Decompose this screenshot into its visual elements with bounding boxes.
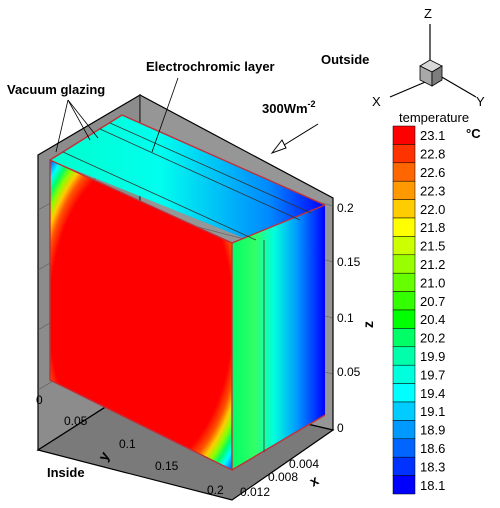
x-tick-1: 0.004 xyxy=(289,457,319,471)
z-axis-label: z xyxy=(360,321,376,328)
temperature-legend: temperature 23.1 22.8 22.6 22.3 22.0 21.8 21.5… xyxy=(392,110,481,495)
x-tick-2: 0.008 xyxy=(268,470,298,484)
z-tick-0: 0 xyxy=(337,421,344,435)
legend-swatch-5 xyxy=(392,217,416,237)
slab-front xyxy=(50,160,232,470)
heat-flux-arrow xyxy=(270,123,319,155)
legend-swatch-1 xyxy=(392,144,416,164)
legend-swatch-0 xyxy=(392,125,416,145)
legend-label-8: 21.0 xyxy=(420,275,445,290)
legend-swatch-16 xyxy=(392,420,416,440)
legend-swatch-2 xyxy=(392,162,416,182)
slab-side xyxy=(232,205,325,470)
legend-label-15: 19.1 xyxy=(420,404,445,419)
orientation-triad: Z X Y xyxy=(372,6,485,109)
triad-x: X xyxy=(372,94,381,109)
legend-unit: °C xyxy=(466,126,481,141)
legend-label-0: 23.1 xyxy=(420,128,445,143)
y-tick-1: 0.05 xyxy=(64,414,88,428)
z-tick-2: 0.1 xyxy=(337,311,354,325)
electrochromic-pointer xyxy=(151,77,179,153)
legend-label-2: 22.6 xyxy=(420,165,445,180)
x-tick-3: 0.012 xyxy=(240,485,270,499)
inside-label: Inside xyxy=(47,465,85,480)
legend-label-10: 20.4 xyxy=(420,312,445,327)
legend-label-13: 19.7 xyxy=(420,367,445,382)
legend-title: temperature xyxy=(399,110,469,125)
legend-label-4: 22.0 xyxy=(420,202,445,217)
z-tick-3: 0.15 xyxy=(337,255,361,269)
legend-swatches: 23.1 22.8 22.6 22.3 22.0 21.8 21.5 21.2 21.0 20.7… xyxy=(392,125,445,495)
legend-swatch-9 xyxy=(392,291,416,311)
y-tick-3: 0.15 xyxy=(155,459,179,473)
legend-label-3: 22.3 xyxy=(420,183,445,198)
z-axis: 0 0.05 0.1 0.15 0.2 z xyxy=(332,201,376,435)
slab-top xyxy=(50,115,325,243)
triad-z: Z xyxy=(424,6,432,21)
legend-label-18: 18.3 xyxy=(420,459,445,474)
legend-swatch-19 xyxy=(392,475,416,495)
vacuum-label: Vacuum glazing xyxy=(7,82,105,97)
z-tick-1: 0.05 xyxy=(337,365,361,379)
vacuum-pointers xyxy=(55,99,99,153)
legend-label-1: 22.8 xyxy=(420,147,445,162)
legend-swatch-3 xyxy=(392,180,416,200)
legend-label-11: 20.2 xyxy=(420,331,445,346)
legend-swatch-11 xyxy=(392,328,416,348)
legend-swatch-14 xyxy=(392,383,416,403)
legend-swatch-15 xyxy=(392,401,416,421)
legend-swatch-12 xyxy=(392,346,416,366)
legend-label-9: 20.7 xyxy=(420,294,445,309)
legend-swatch-4 xyxy=(392,199,416,219)
legend-label-12: 19.9 xyxy=(420,349,445,364)
legend-label-14: 19.4 xyxy=(420,386,445,401)
legend-swatch-6 xyxy=(392,236,416,256)
legend-label-7: 21.2 xyxy=(420,257,445,272)
legend-swatch-10 xyxy=(392,309,416,329)
layer-lines xyxy=(62,122,312,452)
legend-swatch-8 xyxy=(392,272,416,292)
legend-label-6: 21.5 xyxy=(420,239,445,254)
legend-label-16: 18.9 xyxy=(420,423,445,438)
y-tick-0: 0 xyxy=(36,393,43,407)
slab-outline xyxy=(49,114,326,472)
y-tick-2: 0.1 xyxy=(119,437,136,451)
legend-swatch-13 xyxy=(392,364,416,384)
y-tick-4: 0.2 xyxy=(207,483,224,497)
legend-label-17: 18.6 xyxy=(420,441,445,456)
legend-label-19: 18.1 xyxy=(420,478,445,493)
legend-swatch-18 xyxy=(392,456,416,476)
outside-label: Outside xyxy=(321,52,369,67)
legend-swatch-7 xyxy=(392,254,416,274)
legend-swatch-17 xyxy=(392,438,416,458)
legend-label-5: 21.8 xyxy=(420,220,445,235)
heat-flux-label: 300Wm-2 xyxy=(262,99,316,116)
z-tick-4: 0.2 xyxy=(337,201,354,215)
x-axis-label: x xyxy=(307,472,322,490)
triad-y: Y xyxy=(476,94,485,109)
triad-cube-right xyxy=(431,65,443,87)
electrochromic-label: Electrochromic layer xyxy=(146,59,275,74)
